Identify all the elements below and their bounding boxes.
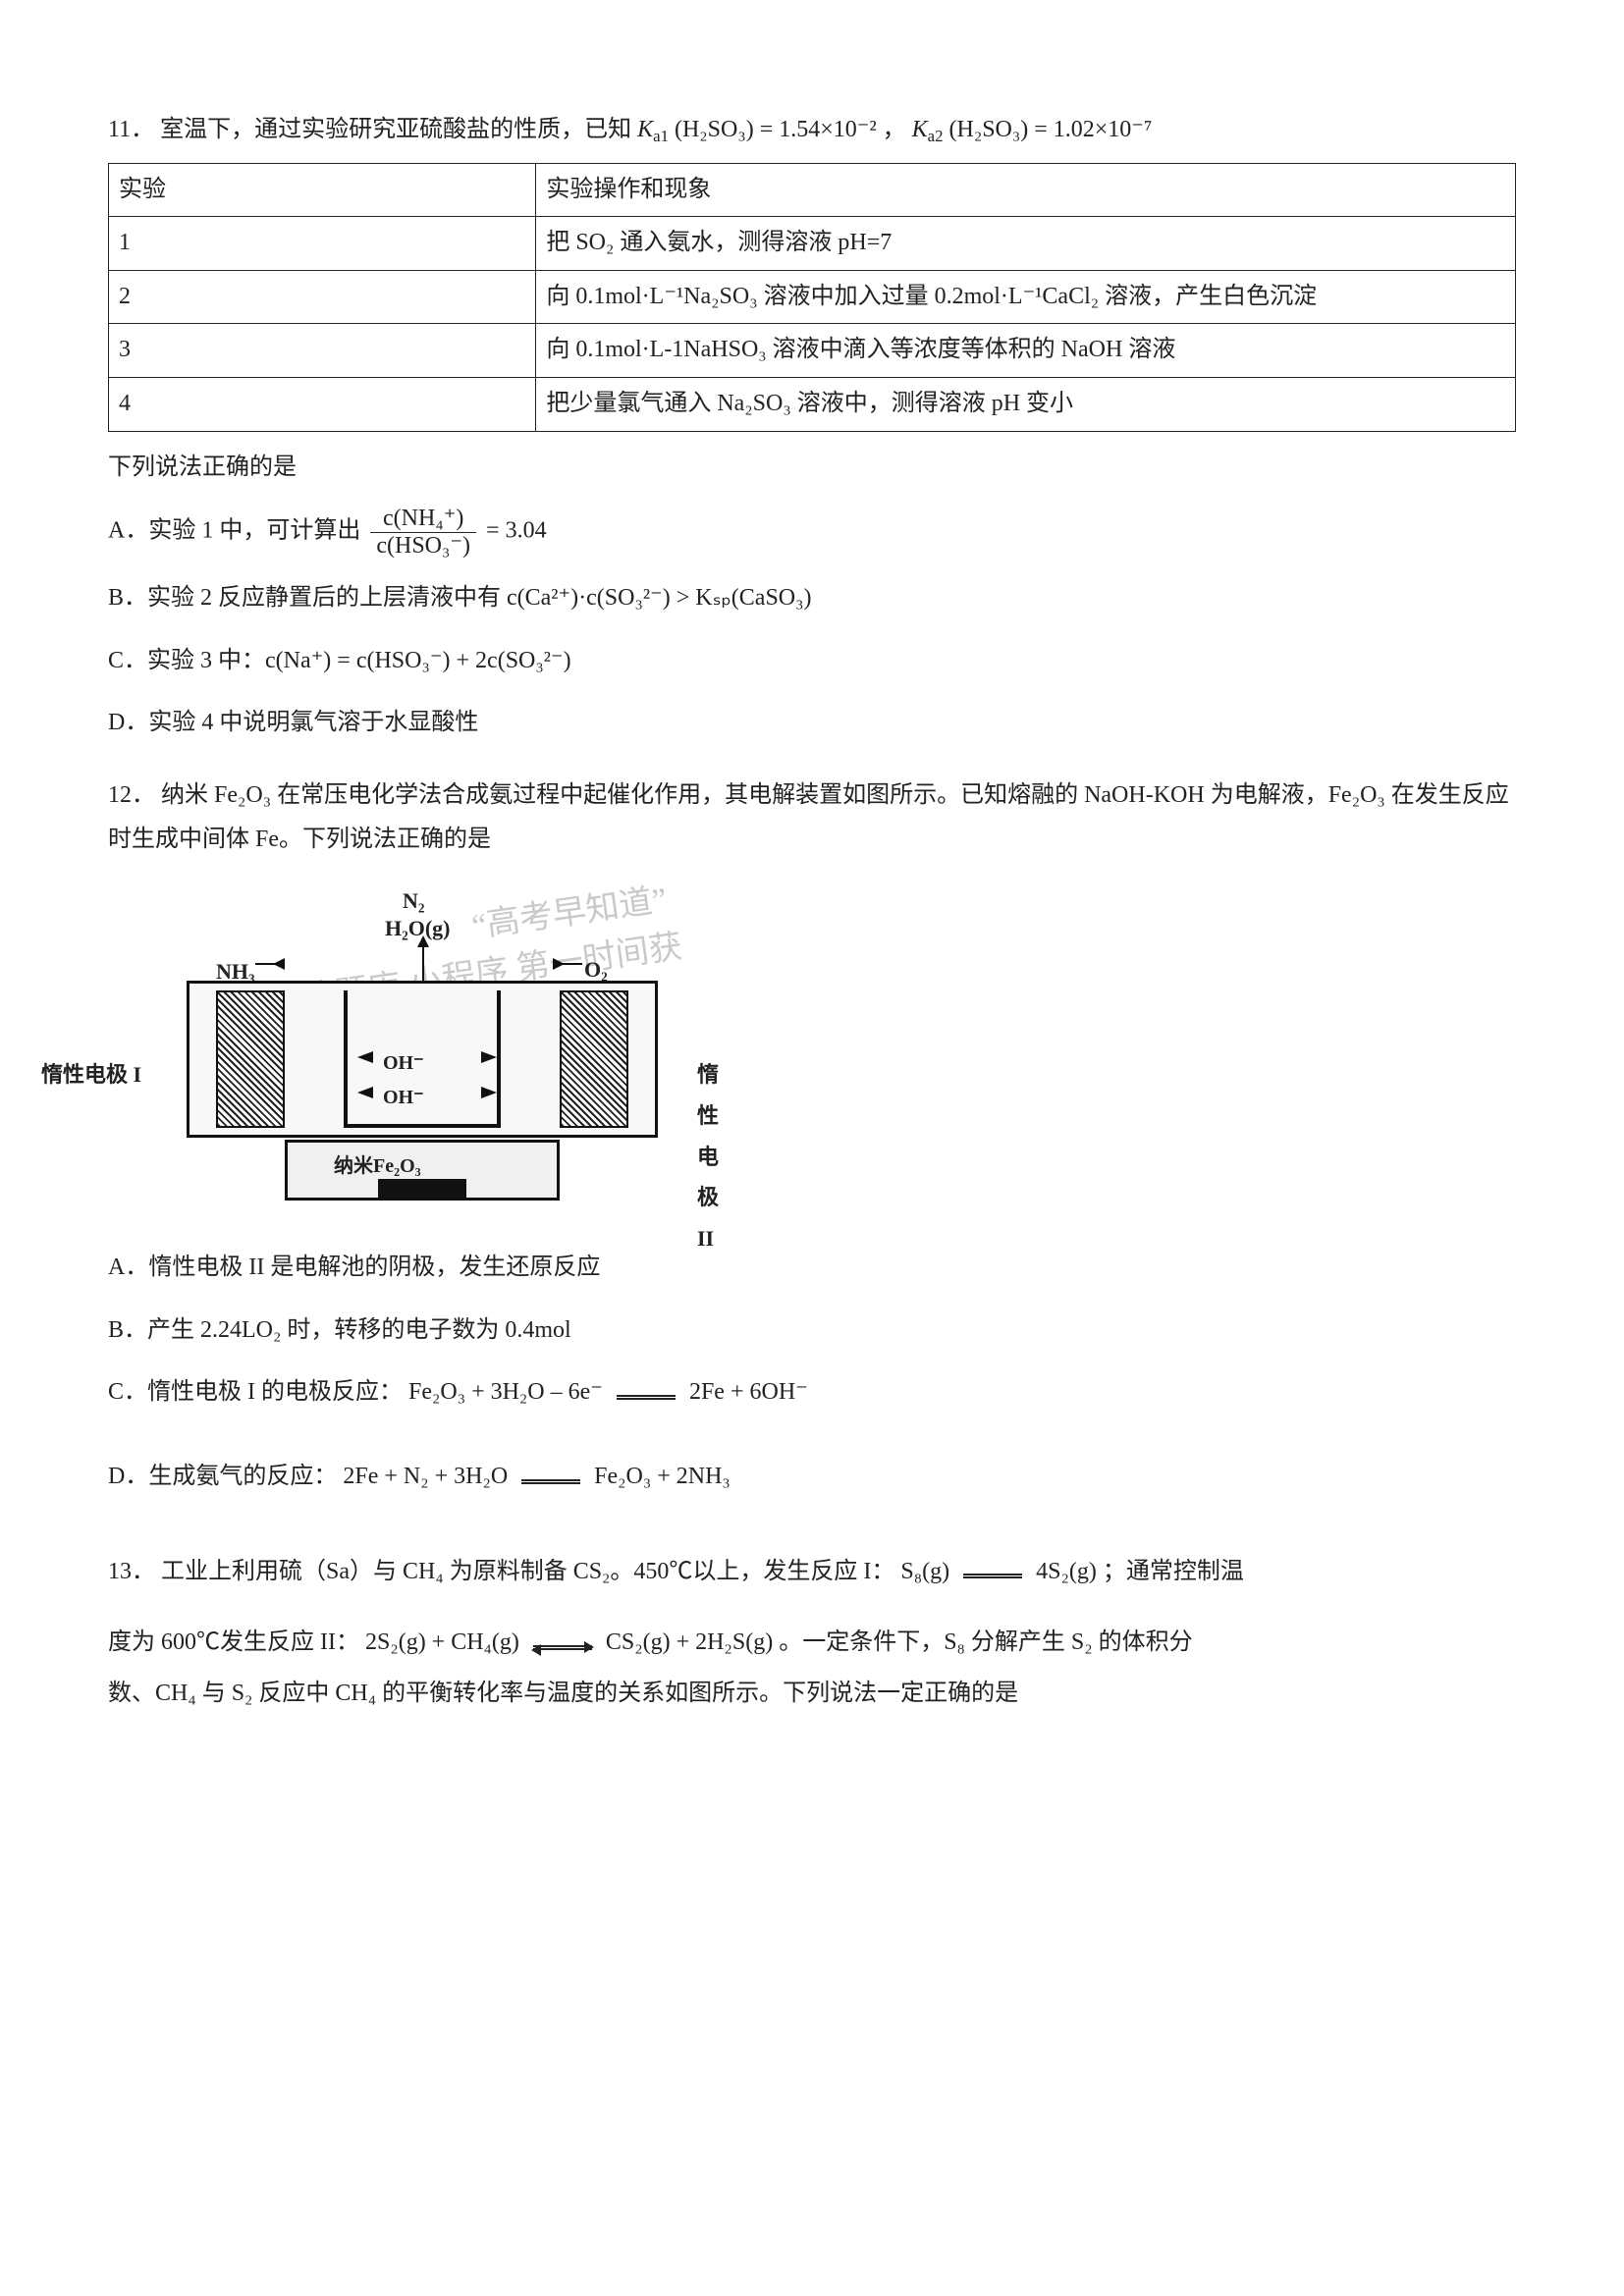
q11-h2so3-2: (H₂SO₃) (949, 117, 1029, 142)
q11-h2so3-1: (H₂SO₃) (675, 117, 754, 142)
q11-a-post: = 3.04 (486, 518, 547, 544)
q11-ka2-k: K (912, 117, 928, 142)
table-row: 3 向 0.1mol·L-1NaHSO₃ 溶液中滴入等浓度等体积的 NaOH 溶… (109, 324, 1516, 378)
q11-a-pre: A．实验 1 中，可计算出 (108, 518, 360, 544)
q12-intro: 12． 纳米 Fe₂O₃ 在常压电化学法合成氨过程中起催化作用，其电解装置如图所… (108, 774, 1516, 863)
question-13: 13． 工业上利用硫（Sa）与 CH₄ 为原料制备 CS₂。450℃以上，发生反… (108, 1550, 1516, 1717)
q12-option-a: A．惰性电极 II 是电解池的阴极，发生还原反应 (108, 1246, 1516, 1291)
q13-line1: 13． 工业上利用硫（Sa）与 CH₄ 为原料制备 CS₂。450℃以上，发生反… (108, 1550, 1516, 1595)
q11-a-num: c(NH₄⁺) (370, 506, 476, 532)
q11-sep: ， (883, 117, 912, 142)
nh3-arrow-icon (255, 963, 283, 965)
up-arrow-icon (422, 937, 424, 987)
label-oh-2: OH⁻ (383, 1079, 424, 1116)
q12-d-lhs: 2Fe + N₂ + 3H₂O (343, 1464, 508, 1489)
electrode-right (560, 990, 628, 1128)
label-oh-1: OH⁻ (383, 1044, 424, 1082)
q12-c-pre: C．惰性电极 I 的电极反应： (108, 1379, 403, 1405)
q11-option-a: A．实验 1 中，可计算出 c(NH₄⁺) c(HSO₃⁻) = 3.04 (108, 506, 1516, 559)
q12-c-rhs: 2Fe + 6OH⁻ (689, 1379, 808, 1405)
double-line-icon (617, 1371, 676, 1416)
q11-number: 11． (108, 117, 154, 142)
q11-ka2-val: = 1.02×10⁻⁷ (1034, 117, 1152, 142)
q11-r2c1: 向 0.1mol·L⁻¹Na₂SO₃ 溶液中加入过量 0.2mol·L⁻¹CaC… (536, 270, 1516, 324)
double-line-icon (521, 1456, 580, 1501)
table-row: 2 向 0.1mol·L⁻¹Na₂SO₃ 溶液中加入过量 0.2mol·L⁻¹C… (109, 270, 1516, 324)
q12-option-d: D．生成氨气的反应： 2Fe + N₂ + 3H₂O Fe₂O₃ + 2NH₃ (108, 1455, 1516, 1500)
watermark-1: “高考早知道” (467, 869, 671, 959)
question-12: 12． 纳米 Fe₂O₃ 在常压电化学法合成氨过程中起催化作用，其电解装置如图所… (108, 774, 1516, 1501)
q11-question-stem: 下列说法正确的是 (108, 446, 1516, 491)
q12-d-pre: D．生成氨气的反应： (108, 1464, 337, 1489)
q11-a-fraction: c(NH₄⁺) c(HSO₃⁻) (370, 506, 476, 559)
double-line-icon (963, 1550, 1022, 1595)
q11-ka2-sub: a2 (928, 127, 944, 145)
q13-line2: 度为 600℃发生反应 II： 2S₂(g) + CH₄(g) CS₂(g) +… (108, 1621, 1516, 1666)
q12-option-c: C．惰性电极 I 的电极反应： Fe₂O₃ + 3H₂O – 6e⁻ 2Fe +… (108, 1370, 1516, 1415)
q11-option-b: B．实验 2 反应静置后的上层清液中有 c(Ca²⁺)·c(SO₃²⁻) > K… (108, 576, 1516, 621)
q11-r2c0: 2 (109, 270, 536, 324)
q12-text: 纳米 Fe₂O₃ 在常压电化学法合成氨过程中起催化作用，其电解装置如图所示。已知… (108, 782, 1509, 853)
label-electrode-2: 惰性电极 II (697, 1054, 719, 1259)
left-arrow-icon (357, 1051, 373, 1063)
q11-r3c0: 3 (109, 324, 536, 378)
q11-r4c1: 把少量氯气通入 Na₂SO₃ 溶液中，测得溶液 pH 变小 (536, 377, 1516, 431)
q11-option-c: C．实验 3 中：c(Na⁺) = c(HSO₃⁻) + 2c(SO₃²⁻) (108, 639, 1516, 684)
q11-ka1-val: = 1.54×10⁻² (760, 117, 877, 142)
q12-d-rhs: Fe₂O₃ + 2NH₃ (594, 1464, 731, 1489)
hatch-icon (216, 990, 285, 1128)
q11-table: 实验 实验操作和现象 1 把 SO₂ 通入氨水，测得溶液 pH=7 2 向 0.… (108, 163, 1516, 432)
q11-ka1-k: K (637, 117, 653, 142)
q12-option-b: B．产生 2.24LO₂ 时，转移的电子数为 0.4mol (108, 1308, 1516, 1354)
q11-pretext: 室温下，通过实验研究亚硫酸盐的性质，已知 (160, 117, 631, 142)
q11-th-0: 实验 (109, 163, 536, 217)
q11-option-d: D．实验 4 中说明氯气溶于水显酸性 (108, 701, 1516, 746)
equilibrium-arrow-icon (533, 1622, 592, 1667)
table-row: 4 把少量氯气通入 Na₂SO₃ 溶液中，测得溶液 pH 变小 (109, 377, 1516, 431)
q13-l1a: 工业上利用硫（Sa）与 CH₄ 为原料制备 CS₂。450℃以上，发生反应 I： (161, 1559, 894, 1584)
question-11: 11． 室温下，通过实验研究亚硫酸盐的性质，已知 Ka1 (H₂SO₃) = 1… (108, 108, 1516, 746)
right-arrow-icon (481, 1051, 497, 1063)
q11-r1c1: 把 SO₂ 通入氨水，测得溶液 pH=7 (536, 217, 1516, 271)
right-arrow-icon (481, 1087, 497, 1098)
q13-l1b: ；通常控制温 (1103, 1559, 1244, 1584)
q12-number: 12． (108, 782, 155, 808)
left-arrow-icon (357, 1087, 373, 1098)
label-electrode-1: 惰性电极 I (41, 1054, 147, 1095)
q13-eq2-rhs: CS₂(g) + 2H₂S(g) (606, 1629, 773, 1655)
q11-r3c1: 向 0.1mol·L-1NaHSO₃ 溶液中滴入等浓度等体积的 NaOH 溶液 (536, 324, 1516, 378)
q11-r4c0: 4 (109, 377, 536, 431)
table-row: 实验 实验操作和现象 (109, 163, 1516, 217)
table-row: 1 把 SO₂ 通入氨水，测得溶液 pH=7 (109, 217, 1516, 271)
o2-arrow-icon (555, 963, 582, 965)
q13-eq2-lhs: 2S₂(g) + CH₄(g) (365, 1629, 519, 1655)
q11-th-1: 实验操作和现象 (536, 163, 1516, 217)
bottom-box-icon (378, 1179, 466, 1201)
q11-ka1-sub: a1 (653, 127, 669, 145)
q12-c-lhs: Fe₂O₃ + 3H₂O – 6e⁻ (408, 1379, 603, 1405)
q13-number: 13． (108, 1559, 155, 1584)
electrode-left (216, 990, 285, 1128)
q11-intro: 11． 室温下，通过实验研究亚硫酸盐的性质，已知 Ka1 (H₂SO₃) = 1… (108, 108, 1516, 153)
hatch-icon (560, 990, 628, 1128)
q13-l2a: 度为 600℃发生反应 II： (108, 1629, 359, 1655)
q13-eq1-lhs: S₈(g) (900, 1559, 949, 1584)
q11-r1c0: 1 (109, 217, 536, 271)
q11-a-den: c(HSO₃⁻) (370, 533, 476, 559)
q13-l2b: 。一定条件下，S₈ 分解产生 S₂ 的体积分 (779, 1629, 1192, 1655)
q13-eq1-rhs: 4S₂(g) (1036, 1559, 1097, 1584)
q12-diagram: “高考早知道” 搜题库 小程序 第一时间获取最新资料 N₂ H₂O(g) NH₃… (147, 873, 697, 1236)
q13-line3: 数、CH₄ 与 S₂ 反应中 CH₄ 的平衡转化率与温度的关系如图所示。下列说法… (108, 1672, 1516, 1717)
